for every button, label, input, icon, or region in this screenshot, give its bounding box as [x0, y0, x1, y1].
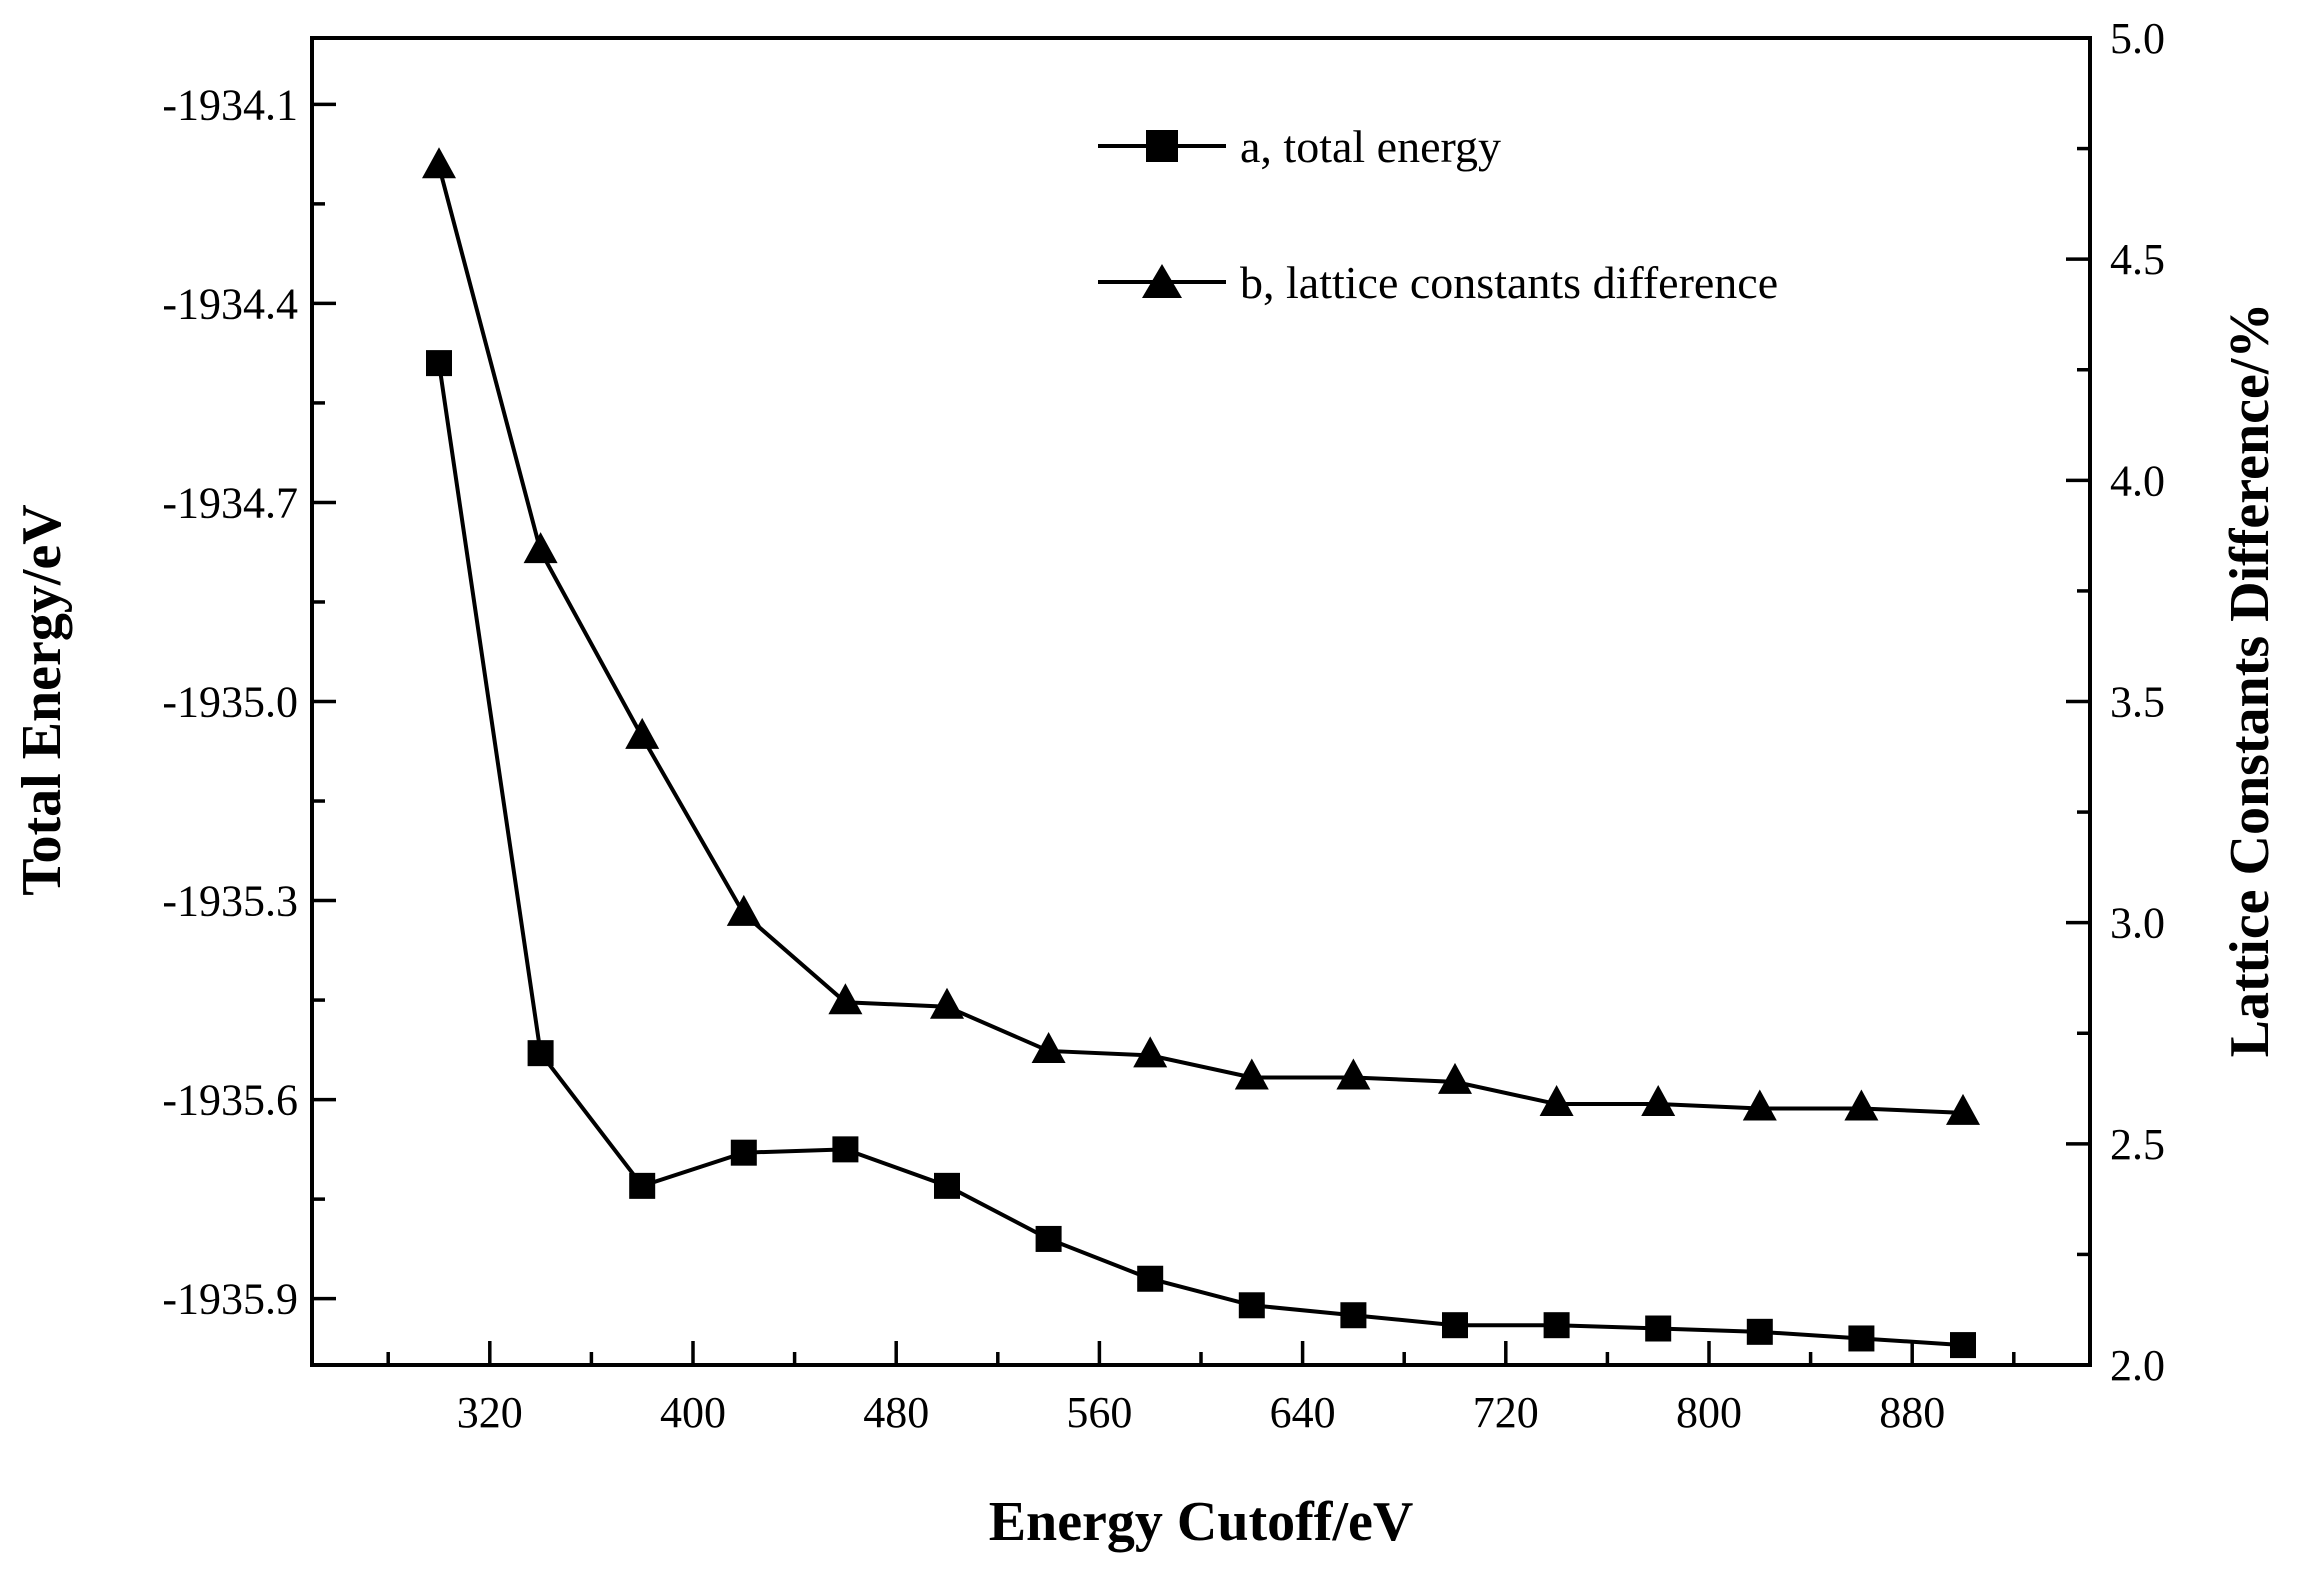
ticks-layer: 320 400 480 560 640 720 800 880 -1934.1 -1934.4 -1…	[162, 14, 2165, 1437]
data-point-square	[527, 1040, 554, 1067]
data-point-square	[730, 1139, 757, 1166]
legend-label-total-energy: a, total energy	[1240, 121, 1501, 172]
legend: a, total energy b, lattice constants dif…	[1098, 121, 1778, 308]
data-point-square	[1746, 1318, 1773, 1345]
legend-marker-triangle	[1142, 264, 1182, 298]
data-point-triangle	[1946, 1093, 1980, 1125]
left-y-axis-title: Total Energy/eV	[11, 504, 73, 895]
data-point-triangle	[930, 987, 964, 1019]
series-line-total-energy	[437, 362, 1964, 1348]
left-y-tick-label: -1935.0	[162, 678, 298, 727]
right-y-tick-label: 3.5	[2110, 678, 2165, 727]
data-point-triangle	[1133, 1036, 1168, 1068]
x-tick-label: 880	[1879, 1388, 1945, 1437]
legend-marker-square	[1146, 130, 1178, 162]
x-tick-label: 640	[1270, 1388, 1336, 1437]
left-y-tick-label: -1934.4	[162, 279, 298, 328]
data-point-square	[1442, 1312, 1468, 1339]
data-point-triangle	[1438, 1062, 1472, 1094]
right-y-tick-label: 2.5	[2110, 1120, 2165, 1169]
data-point-triangle	[1844, 1089, 1879, 1121]
x-tick-label: 320	[457, 1388, 523, 1437]
x-tick-label: 720	[1473, 1388, 1539, 1437]
series-layer	[422, 147, 1980, 1359]
data-point-square	[629, 1172, 656, 1199]
data-point-triangle	[523, 532, 558, 564]
data-point-square	[1950, 1332, 1976, 1359]
left-y-tick-label: -1935.6	[162, 1076, 298, 1125]
data-point-square	[1645, 1315, 1672, 1342]
data-point-triangle	[828, 983, 863, 1015]
data-point-square	[1137, 1265, 1164, 1292]
data-point-triangle	[1641, 1085, 1676, 1117]
data-point-square	[426, 350, 452, 377]
data-point-triangle	[1742, 1089, 1777, 1121]
data-point-square	[1848, 1325, 1875, 1352]
right-y-axis-title: Lattice Constants Difference/%	[2219, 303, 2281, 1058]
right-y-tick-label: 2.0	[2110, 1341, 2165, 1390]
data-point-triangle	[1031, 1031, 1066, 1063]
right-y-tick-label: 3.0	[2110, 899, 2165, 948]
x-tick-label: 800	[1676, 1388, 1742, 1437]
x-tick-label: 480	[863, 1388, 929, 1437]
data-point-triangle	[1234, 1058, 1269, 1090]
left-y-tick-label: -1935.3	[162, 877, 298, 926]
x-axis-title: Energy Cutoff/eV	[989, 1491, 1414, 1553]
data-point-square	[832, 1136, 859, 1163]
data-point-triangle	[1539, 1085, 1574, 1117]
data-point-triangle	[625, 717, 660, 749]
left-y-tick-label: -1934.7	[162, 478, 298, 527]
right-y-tick-label: 4.5	[2110, 235, 2165, 284]
data-point-square	[1340, 1302, 1367, 1329]
data-point-triangle	[1336, 1058, 1371, 1090]
legend-label-lattice: b, lattice constants difference	[1240, 257, 1778, 308]
x-tick-label: 400	[660, 1388, 726, 1437]
data-point-square	[1238, 1292, 1265, 1319]
right-y-tick-label: 5.0	[2110, 14, 2165, 63]
series-line-lattice-difference	[437, 165, 1964, 1115]
data-point-square	[934, 1172, 960, 1199]
left-y-tick-label: -1934.1	[162, 80, 298, 129]
data-point-triangle	[422, 147, 456, 179]
data-point-triangle	[726, 894, 761, 926]
x-tick-label: 560	[1066, 1388, 1132, 1437]
left-y-tick-label: -1935.9	[162, 1275, 298, 1324]
data-point-square	[1035, 1225, 1062, 1252]
data-point-square	[1543, 1312, 1570, 1339]
right-y-tick-label: 4.0	[2110, 456, 2165, 505]
